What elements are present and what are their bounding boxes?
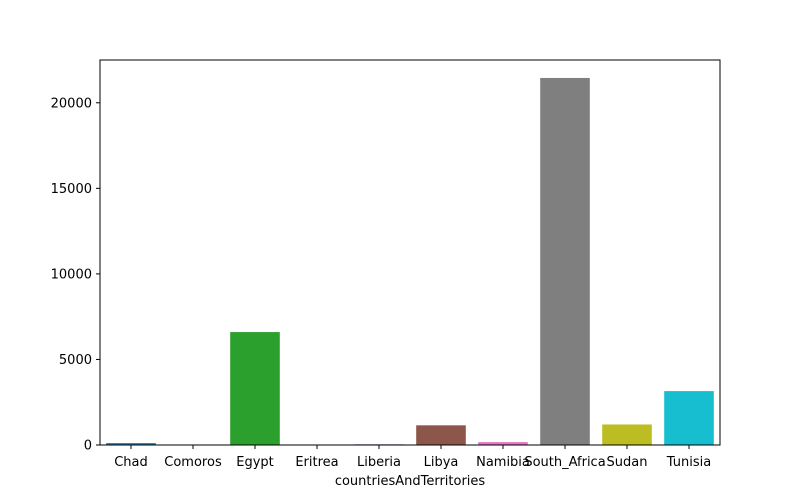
x-tick-label: Liberia — [357, 455, 401, 470]
bar-south-africa — [540, 78, 590, 445]
x-tick-label: Comoros — [164, 455, 222, 470]
x-tick-label: Libya — [424, 455, 459, 470]
x-axis-ticks: Chad Comoros Egypt Eritrea Liberia Libya Namib… — [114, 445, 711, 470]
bar-egypt — [230, 332, 280, 445]
y-tick-label: 5000 — [59, 353, 92, 368]
x-tick-label: Eritrea — [295, 455, 338, 470]
y-tick-label: 20000 — [51, 96, 92, 111]
y-tick-label: 0 — [84, 439, 92, 454]
bar-sudan — [602, 424, 652, 445]
x-tick-label: Tunisia — [666, 455, 711, 470]
y-axis-ticks: 0 5000 10000 15000 20000 — [51, 96, 100, 453]
bars-group — [106, 78, 714, 445]
x-tick-label: Egypt — [236, 455, 274, 470]
x-tick-label: Sudan — [607, 455, 648, 470]
x-tick-label: Chad — [114, 455, 148, 470]
bar-libya — [416, 425, 466, 445]
bar-tunisia — [664, 391, 714, 445]
axes-frame — [100, 60, 720, 445]
x-tick-label: Namibia — [476, 455, 530, 470]
y-tick-label: 10000 — [51, 267, 92, 282]
x-axis-label: countriesAndTerritories — [335, 474, 486, 489]
x-tick-label: South_Africa — [524, 455, 605, 470]
y-tick-label: 15000 — [51, 182, 92, 197]
